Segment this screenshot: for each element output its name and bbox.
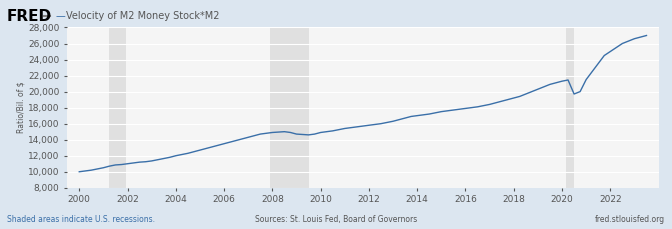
Bar <box>270 27 308 188</box>
Bar <box>566 27 574 188</box>
Text: FRED: FRED <box>7 9 52 24</box>
Bar <box>110 27 126 188</box>
Text: fred.stlouisfed.org: fred.stlouisfed.org <box>595 215 665 224</box>
Text: Sources: St. Louis Fed, Board of Governors: Sources: St. Louis Fed, Board of Governo… <box>255 215 417 224</box>
Text: Velocity of M2 Money Stock*M2: Velocity of M2 Money Stock*M2 <box>66 11 219 21</box>
Y-axis label: Ratio/Bil. of $: Ratio/Bil. of $ <box>16 82 26 134</box>
Text: —: — <box>55 11 65 21</box>
Text: Shaded areas indicate U.S. recessions.: Shaded areas indicate U.S. recessions. <box>7 215 155 224</box>
